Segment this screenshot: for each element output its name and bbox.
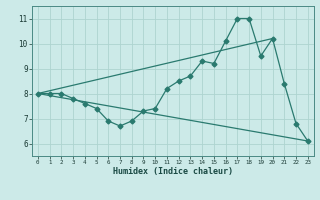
X-axis label: Humidex (Indice chaleur): Humidex (Indice chaleur) xyxy=(113,167,233,176)
